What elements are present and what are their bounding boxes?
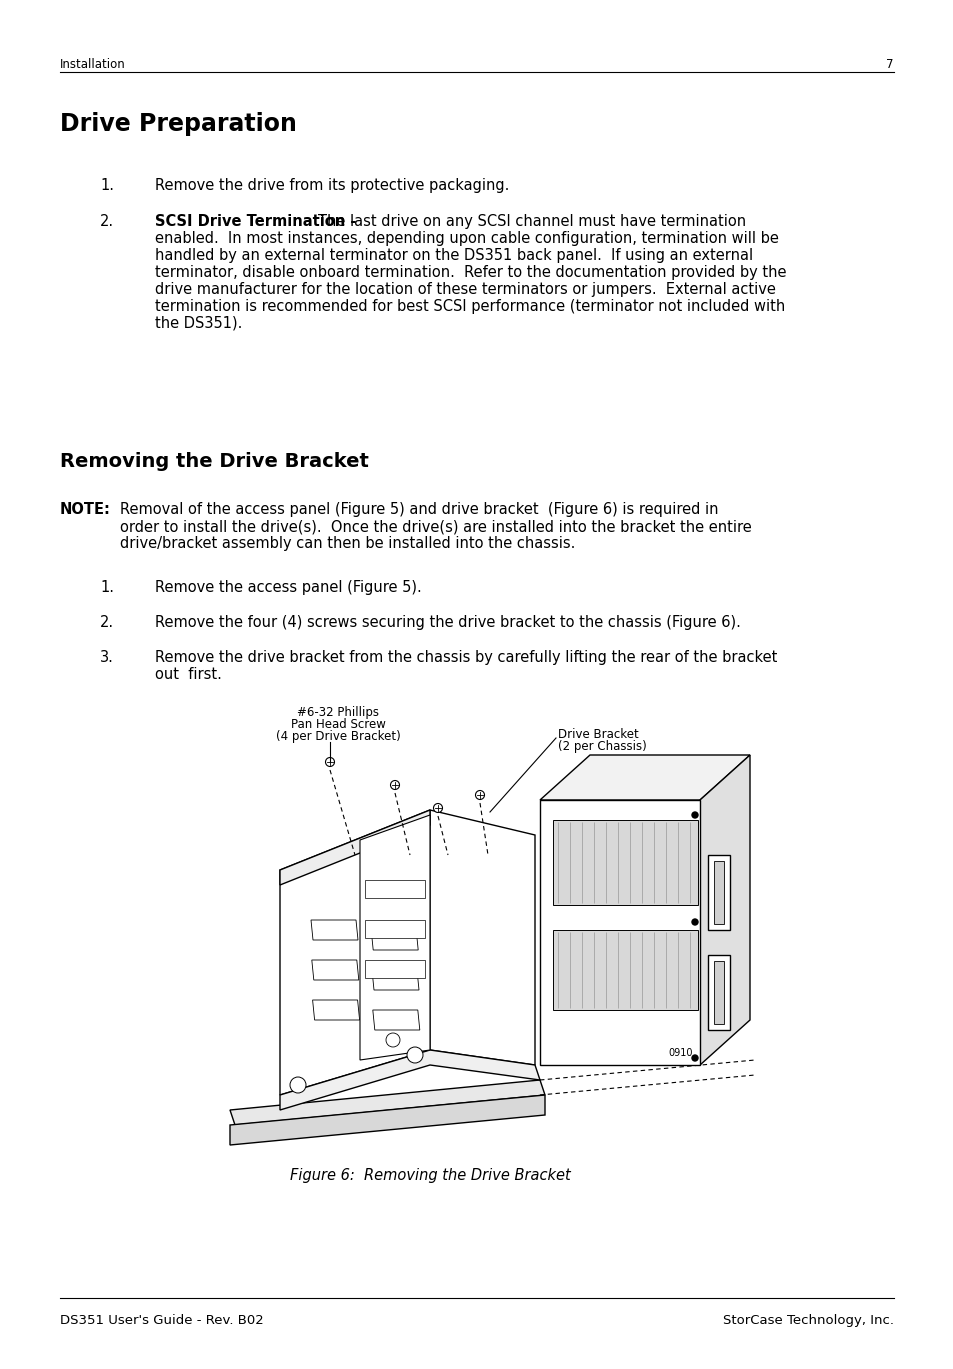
Circle shape (433, 804, 442, 812)
Polygon shape (312, 960, 358, 980)
Text: Remove the drive from its protective packaging.: Remove the drive from its protective pac… (154, 178, 509, 193)
Polygon shape (713, 861, 723, 924)
Circle shape (325, 757, 335, 767)
Polygon shape (713, 961, 723, 1024)
Text: 2.: 2. (100, 214, 114, 229)
Polygon shape (371, 930, 417, 950)
Text: Installation: Installation (60, 57, 126, 71)
Text: 3.: 3. (100, 650, 113, 665)
Polygon shape (280, 1050, 539, 1110)
Text: handled by an external terminator on the DS351 back panel.  If using an external: handled by an external terminator on the… (154, 248, 752, 263)
Text: StorCase Technology, Inc.: StorCase Technology, Inc. (722, 1314, 893, 1327)
Polygon shape (313, 999, 359, 1020)
Polygon shape (707, 956, 729, 1029)
Circle shape (390, 780, 399, 790)
Text: enabled.  In most instances, depending upon cable configuration, termination wil: enabled. In most instances, depending up… (154, 231, 778, 246)
Text: 2.: 2. (100, 615, 114, 630)
Text: DS351 User's Guide - Rev. B02: DS351 User's Guide - Rev. B02 (60, 1314, 263, 1327)
Polygon shape (539, 799, 700, 1065)
Circle shape (691, 919, 698, 925)
Circle shape (691, 812, 698, 819)
Text: The last drive on any SCSI channel must have termination: The last drive on any SCSI channel must … (317, 214, 745, 229)
Text: (2 per Chassis): (2 per Chassis) (558, 741, 646, 753)
Polygon shape (707, 856, 729, 930)
Polygon shape (430, 810, 535, 1065)
Polygon shape (359, 815, 430, 1060)
Polygon shape (553, 930, 698, 1010)
Text: NOTE:: NOTE: (60, 502, 111, 517)
Text: Figure 6:  Removing the Drive Bracket: Figure 6: Removing the Drive Bracket (290, 1168, 570, 1183)
Polygon shape (280, 810, 430, 1095)
Polygon shape (700, 754, 749, 1065)
Text: Drive Preparation: Drive Preparation (60, 112, 296, 136)
Polygon shape (553, 820, 698, 905)
Text: drive manufacturer for the location of these terminators or jumpers.  External a: drive manufacturer for the location of t… (154, 282, 775, 297)
Text: Remove the access panel (Figure 5).: Remove the access panel (Figure 5). (154, 580, 421, 596)
Polygon shape (372, 971, 418, 990)
Text: 1.: 1. (100, 178, 113, 193)
Text: 7: 7 (885, 57, 893, 71)
Polygon shape (230, 1080, 544, 1125)
Text: 0910: 0910 (668, 1049, 692, 1058)
Text: the DS351).: the DS351). (154, 316, 242, 331)
Polygon shape (365, 880, 424, 898)
Circle shape (386, 1034, 399, 1047)
Polygon shape (311, 920, 357, 941)
Text: out  first.: out first. (154, 667, 222, 682)
Text: (4 per Drive Bracket): (4 per Drive Bracket) (275, 730, 400, 743)
Circle shape (475, 790, 484, 799)
Text: SCSI Drive Termination -: SCSI Drive Termination - (154, 214, 361, 229)
Polygon shape (280, 810, 430, 884)
Polygon shape (365, 920, 424, 938)
Text: Remove the drive bracket from the chassis by carefully lifting the rear of the b: Remove the drive bracket from the chassi… (154, 650, 777, 665)
Text: Removing the Drive Bracket: Removing the Drive Bracket (60, 452, 369, 471)
Circle shape (290, 1077, 306, 1092)
Text: drive/bracket assembly can then be installed into the chassis.: drive/bracket assembly can then be insta… (120, 537, 575, 550)
Text: Pan Head Screw: Pan Head Screw (291, 717, 385, 731)
Polygon shape (365, 960, 424, 977)
Text: Remove the four (4) screws securing the drive bracket to the chassis (Figure 6).: Remove the four (4) screws securing the … (154, 615, 740, 630)
Polygon shape (373, 1010, 419, 1029)
Circle shape (407, 1047, 422, 1062)
Text: terminator, disable onboard termination.  Refer to the documentation provided by: terminator, disable onboard termination.… (154, 266, 785, 281)
Text: termination is recommended for best SCSI performance (terminator not included wi: termination is recommended for best SCSI… (154, 298, 784, 314)
Text: #6-32 Phillips: #6-32 Phillips (296, 706, 378, 719)
Text: 1.: 1. (100, 580, 113, 596)
Polygon shape (539, 754, 749, 799)
Polygon shape (230, 1095, 544, 1144)
Circle shape (691, 1055, 698, 1061)
Text: order to install the drive(s).  Once the drive(s) are installed into the bracket: order to install the drive(s). Once the … (120, 519, 751, 534)
Text: Drive Bracket: Drive Bracket (558, 728, 639, 741)
Text: Removal of the access panel (Figure 5) and drive bracket  (Figure 6) is required: Removal of the access panel (Figure 5) a… (120, 502, 718, 517)
